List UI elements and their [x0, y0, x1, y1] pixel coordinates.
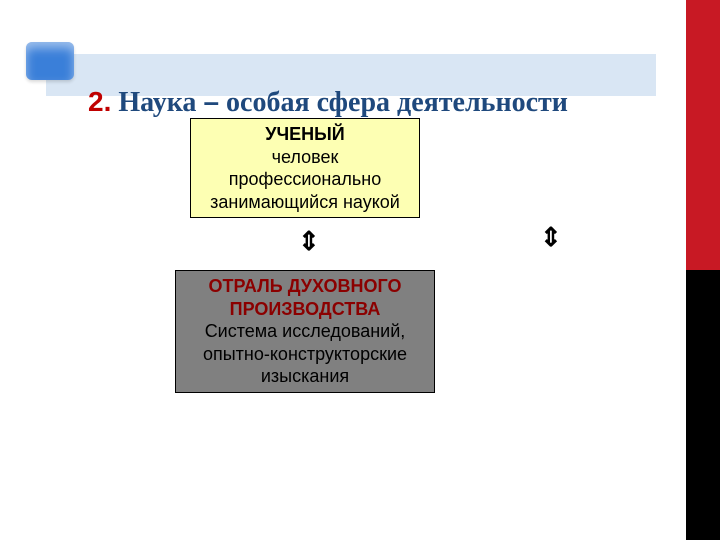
double-arrow-icon: ⇕: [298, 226, 320, 257]
box-branch: ОТРАЛЬ ДУХОВНОГО ПРОИЗВОДСТВА Система ис…: [175, 270, 435, 393]
title-text-before: Наука: [111, 87, 203, 118]
box-scientist-line1: человек: [197, 146, 413, 169]
side-bars: [686, 0, 720, 540]
side-bar-black: [686, 270, 720, 540]
box-branch-title-1: ОТРАЛЬ ДУХОВНОГО: [182, 275, 428, 298]
title-text-after: особая сфера деятельности: [219, 87, 568, 118]
box-scientist-line2: профессионально: [197, 168, 413, 191]
side-bar-red: [686, 0, 720, 270]
box-branch-line2: опытно-конструкторские: [182, 343, 428, 366]
box-branch-title-2: ПРОИЗВОДСТВА: [182, 298, 428, 321]
box-scientist-line3: занимающийся наукой: [197, 191, 413, 214]
box-scientist: УЧЕНЫЙ человек профессионально занимающи…: [190, 118, 420, 218]
double-arrow-icon: ⇕: [540, 222, 562, 253]
box-branch-line1: Система исследований,: [182, 320, 428, 343]
box-branch-line3: изыскания: [182, 365, 428, 388]
box-scientist-title: УЧЕНЫЙ: [197, 123, 413, 146]
title-number: 2.: [88, 86, 111, 117]
slide: 2. Наука – особая сфера деятельности УЧЕ…: [0, 0, 720, 540]
title-dash: –: [203, 86, 219, 117]
